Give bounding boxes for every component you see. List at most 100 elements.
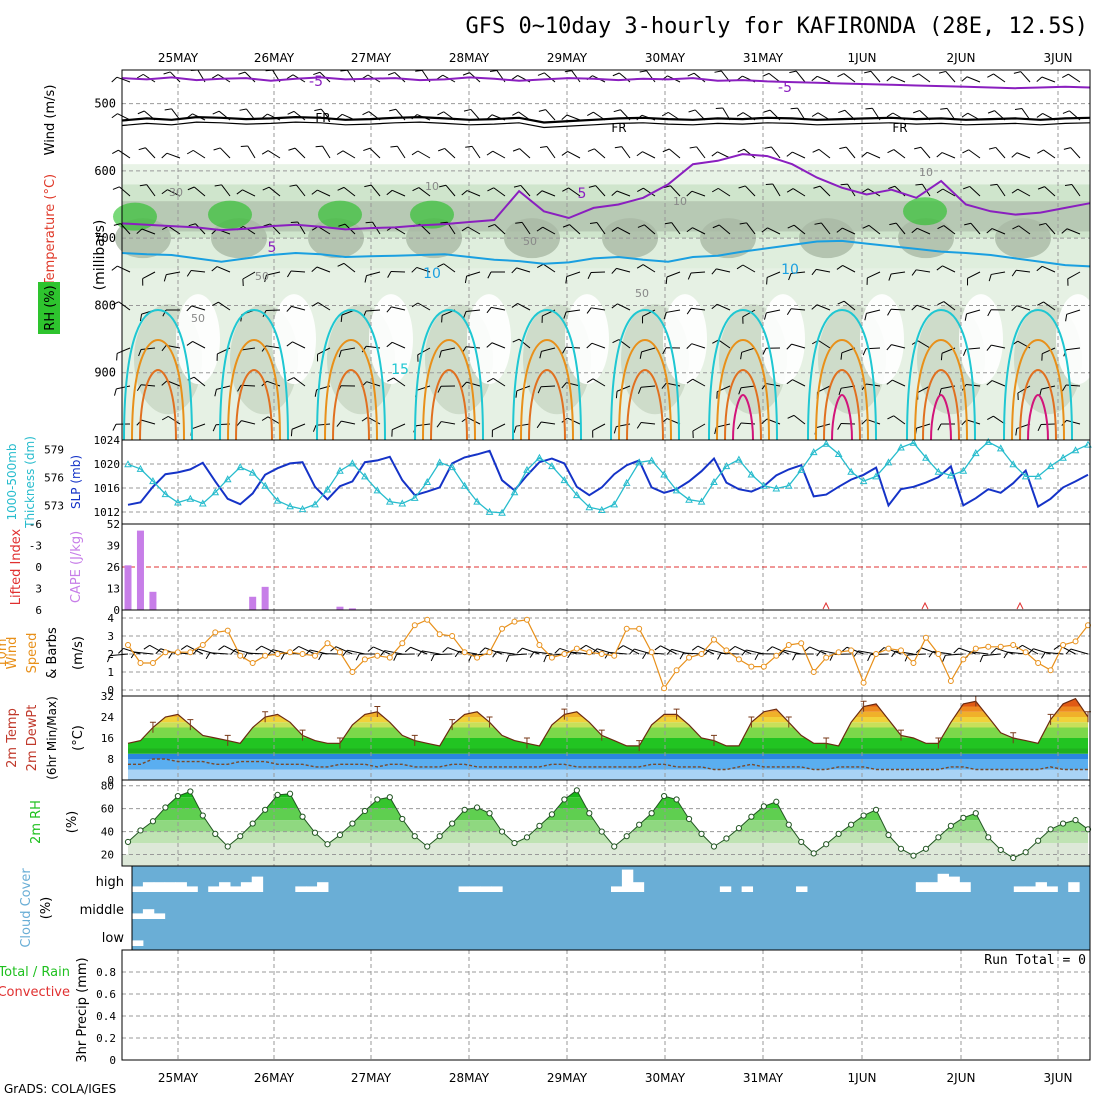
wind-barb-flag (161, 380, 168, 386)
wind-barb (268, 186, 281, 197)
wind-barb (966, 76, 981, 83)
slp-axis-label: SLP (mb) (69, 455, 83, 509)
contour-label: 10 (781, 262, 799, 278)
wind-barb-flag (261, 150, 269, 155)
wind-barb (917, 340, 931, 349)
wind-barb (247, 145, 256, 159)
rh-marker (224, 843, 231, 850)
thickness-marker (710, 477, 718, 485)
wind-speed-marker (748, 663, 755, 670)
wind-barb-flag (364, 275, 367, 283)
temp-contour-minus5 (121, 76, 1091, 90)
contour-label: 10 (425, 180, 439, 193)
wind-barb-flag (1062, 110, 1070, 114)
rh-marker (860, 812, 867, 819)
thickness-marker (560, 476, 569, 484)
li-tick: -6 (29, 518, 42, 531)
wind-barb (242, 225, 256, 235)
wind-barb (843, 300, 856, 311)
wind-barb-flag (687, 72, 695, 77)
wind-barb (444, 148, 456, 159)
thickness-marker (149, 477, 157, 485)
wind-barb (1044, 186, 1056, 197)
precip-axis-label: 3hr Precip (mm) (75, 957, 90, 1062)
wind-barb (218, 301, 231, 311)
wind-speed-marker (586, 649, 593, 656)
rh-marker (698, 830, 705, 837)
wind-speed-marker (1072, 638, 1079, 645)
wind-barb (941, 152, 956, 159)
rh-shade (406, 218, 462, 259)
wind-barb-flag (790, 107, 798, 110)
rh-marker (872, 806, 880, 813)
wind-barb-flag (686, 227, 693, 233)
wind-barb (492, 377, 506, 387)
wind-barb (566, 309, 581, 313)
wind-barb-flag (237, 385, 242, 392)
rh-marker (648, 810, 655, 817)
wind-barb (417, 302, 431, 311)
wind-barb-flag (962, 149, 969, 154)
wind-tick: 3 (107, 630, 114, 643)
temp-loop (930, 393, 952, 441)
wind-barb-flag (212, 301, 219, 307)
wind-barb (544, 72, 556, 83)
wind-barb (1042, 265, 1056, 273)
rh-marker (498, 828, 506, 835)
wind-barb (995, 647, 1014, 655)
wind-barb (410, 646, 428, 655)
wind-barb-flag (236, 189, 243, 195)
thickness-marker (485, 507, 494, 515)
wind-barb-flag (612, 72, 620, 77)
rh-shade (799, 218, 855, 259)
rh-marker (174, 792, 181, 800)
wind-barb (569, 224, 581, 235)
wind-barb (145, 147, 156, 159)
wind-barb-flag (186, 270, 192, 277)
wind-barb-flag (442, 647, 449, 653)
wind-barb (718, 224, 731, 235)
rh-marker (199, 812, 206, 819)
wind-barb-flag (287, 377, 295, 382)
wind-barb (116, 76, 131, 83)
wind-barb-flag (853, 650, 859, 657)
wind-barb-flag (111, 113, 118, 119)
wind-barb (767, 227, 781, 235)
wind-barb (917, 385, 931, 394)
rh-marker (1010, 854, 1017, 862)
wind-barb-flag (562, 187, 569, 192)
rh-axis-label: RH (%) (43, 285, 58, 330)
wind-barb (993, 415, 1006, 425)
date-label-top: 28MAY (449, 51, 490, 65)
rh2m-unit-label: (%) (65, 811, 80, 834)
rh-marker (473, 804, 481, 811)
wind-barb (392, 189, 406, 197)
wind-barb-flag (288, 147, 296, 151)
wind-barb-flag (586, 307, 592, 314)
wind-barb (892, 379, 906, 387)
wind-barb-flag (492, 651, 498, 658)
wind-barb-flag (942, 655, 946, 662)
wind-barb (434, 653, 453, 656)
wind-barb-flag (186, 341, 193, 346)
wind-barb (244, 71, 256, 83)
wind-barb (261, 645, 278, 655)
contour-label: 15 (391, 362, 409, 378)
wind-barb-flag (936, 188, 944, 194)
wind-barb-flag (315, 145, 323, 148)
temp-loop (831, 393, 853, 441)
wind-barb-flag (717, 653, 722, 660)
wind-barb-flag (688, 109, 696, 113)
wind-barb (541, 190, 556, 197)
run-total-label: Run Total = 0 (984, 953, 1086, 968)
wind-barb (744, 185, 756, 197)
cape-axis-label: CAPE (J/kg) (69, 531, 84, 603)
wind-barb-flag (612, 339, 620, 344)
wind-barb-flag (386, 189, 393, 196)
wind-barb (943, 301, 956, 311)
wind-barb (521, 222, 531, 235)
wind-barb (646, 70, 656, 83)
wind-speed-marker (835, 649, 842, 656)
wind-barb-flag (168, 652, 173, 659)
wind-barb-flag (213, 147, 221, 151)
